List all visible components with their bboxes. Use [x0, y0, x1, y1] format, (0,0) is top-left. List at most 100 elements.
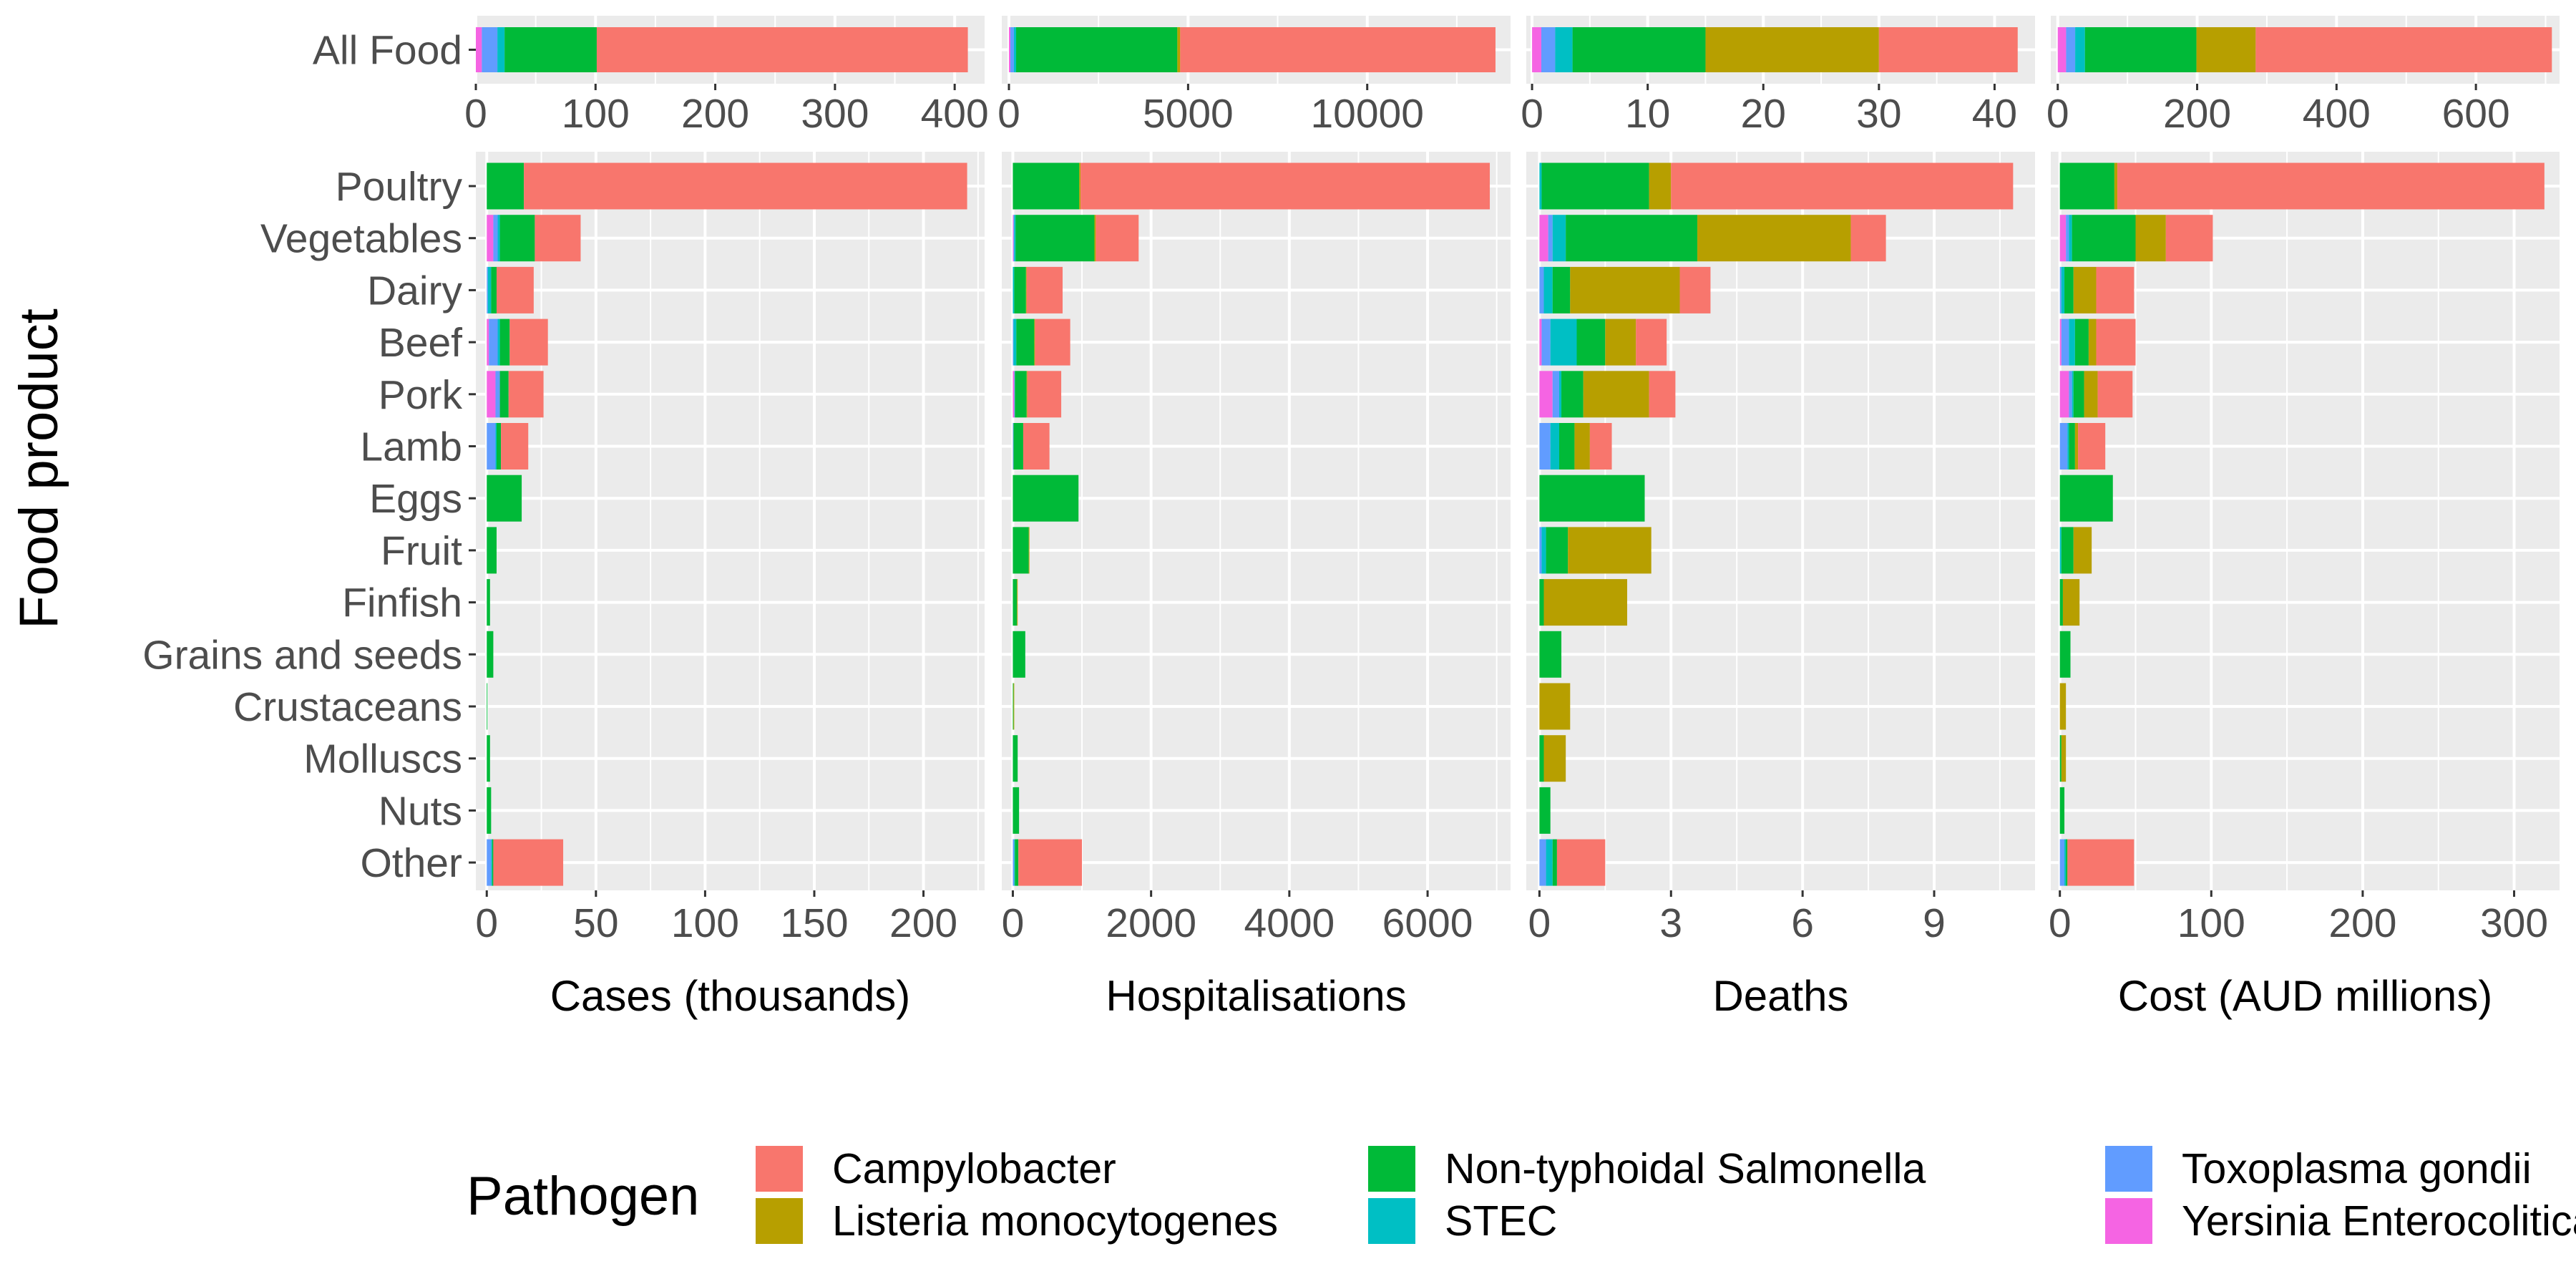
- bar-pork-toxoplasma-gondii: [495, 371, 500, 418]
- facet-all-food-hospitalisations-x-tick-label: 5000: [1143, 91, 1234, 137]
- y-tick-label-lamb: Lamb: [360, 424, 462, 470]
- facet-all-food-cases-thousands-x-tick-label: 100: [562, 91, 630, 137]
- bar-vegetables-campylobacter: [2165, 215, 2213, 262]
- bar-lamb-toxoplasma-gondii: [487, 423, 496, 470]
- bar-pork-campylobacter: [508, 371, 544, 418]
- facet-products-cost-aud-millions: 0 100 200 300: [2049, 152, 2560, 946]
- bar-vegetables-toxoplasma-gondii: [1013, 215, 1015, 262]
- bar-dairy-toxoplasma-gondii: [487, 266, 488, 313]
- bar-pork-campylobacter: [1649, 371, 1676, 418]
- bar-pork-campylobacter: [2097, 371, 2133, 418]
- bar-finfish-non-typhoidal-salmonella: [487, 579, 490, 626]
- bar-other-toxoplasma-gondii: [2059, 839, 2065, 886]
- bar-dairy-listeria-monocytogenes: [1570, 266, 1680, 313]
- bar-all-food-listeria-monocytogenes: [1705, 27, 1879, 72]
- bar-poultry-campylobacter: [1671, 162, 2014, 210]
- x-axis-title-hospitalisations: Hospitalisations: [1106, 972, 1406, 1020]
- y-tick-label-poultry: Poultry: [336, 164, 463, 210]
- bar-all-food-campylobacter: [596, 27, 968, 72]
- bar-eggs-non-typhoidal-salmonella: [1539, 475, 1645, 522]
- y-tick-label-fruit: Fruit: [381, 528, 462, 574]
- x-axis-title-cases-thousands: Cases (thousands): [550, 972, 911, 1020]
- facet-all-food-cases-thousands-x-tick-label: 0: [464, 91, 487, 137]
- bar-poultry-non-typhoidal-salmonella: [487, 162, 525, 210]
- bar-molluscs-non-typhoidal-salmonella: [487, 735, 490, 782]
- bar-finfish-listeria-monocytogenes: [2062, 579, 2080, 626]
- legend: Pathogen Campylobacter Non-typhoidal Salm…: [467, 1144, 2576, 1245]
- bar-pork-stec: [1558, 371, 1562, 418]
- bar-beef-yersinia-enterocolitica: [1539, 318, 1542, 366]
- bar-pork-stec: [2072, 371, 2074, 418]
- bar-fruit-stec: [1541, 527, 1546, 574]
- bar-dairy-campylobacter: [1026, 266, 1063, 313]
- bar-fruit-non-typhoidal-salmonella: [1013, 527, 1029, 574]
- facet-products-hospitalisations-x-tick-label: 4000: [1244, 900, 1335, 946]
- bar-lamb-toxoplasma-gondii: [2059, 423, 2068, 470]
- bar-pork-non-typhoidal-salmonella: [2073, 371, 2084, 418]
- y-axis-title: Food product: [9, 308, 69, 629]
- bar-fruit-non-typhoidal-salmonella: [2061, 527, 2074, 574]
- bar-vegetables-non-typhoidal-salmonella: [2072, 215, 2136, 262]
- bar-all-food-non-typhoidal-salmonella: [504, 27, 597, 72]
- bar-beef-non-typhoidal-salmonella: [1016, 318, 1035, 366]
- bar-other-campylobacter: [493, 839, 564, 886]
- bar-vegetables-stec: [1014, 215, 1016, 262]
- facet-all-food-cost-aud-millions-x-tick-label: 200: [2163, 91, 2231, 137]
- bar-poultry-campylobacter: [1080, 162, 1491, 210]
- legend-label-listeria-monocytogenes: Listeria monocytogenes: [832, 1197, 1278, 1245]
- bar-vegetables-campylobacter: [535, 215, 581, 262]
- y-tick-label-grains-and-seeds: Grains and seeds: [142, 632, 462, 678]
- bar-eggs-non-typhoidal-salmonella: [2059, 475, 2113, 522]
- bar-vegetables-stec: [1552, 215, 1566, 262]
- facet-products-cost-aud-millions-background: [2051, 152, 2560, 890]
- facet-products-cases-thousands-x-tick-label: 150: [780, 900, 848, 946]
- bar-all-food-toxoplasma-gondii: [482, 27, 498, 72]
- bar-nuts-non-typhoidal-salmonella: [2059, 787, 2065, 834]
- bar-dairy-non-typhoidal-salmonella: [2064, 266, 2074, 313]
- bar-dairy-stec: [2061, 266, 2065, 313]
- bar-grains-and-seeds-non-typhoidal-salmonella: [487, 631, 494, 678]
- bar-beef-stec: [1013, 318, 1017, 366]
- facet-all-food-hospitalisations-x-tick-label: 10000: [1310, 91, 1424, 137]
- facet-products-cases-thousands-x-tick-label: 100: [671, 900, 739, 946]
- bar-poultry-listeria-monocytogenes: [2114, 162, 2118, 210]
- bar-pork-yersinia-enterocolitica: [1539, 371, 1553, 418]
- bar-finfish-listeria-monocytogenes: [1017, 579, 1018, 626]
- bar-molluscs-listeria-monocytogenes: [1543, 735, 1566, 782]
- y-tick-label-other: Other: [360, 840, 462, 886]
- bar-lamb-listeria-monocytogenes: [2074, 423, 2079, 470]
- bar-dairy-campylobacter: [2096, 266, 2135, 313]
- bar-all-food-yersinia-enterocolitica: [476, 27, 482, 72]
- facet-all-food-cases-thousands-x-tick-label: 200: [681, 91, 749, 137]
- facet-all-food-deaths-x-tick-label: 30: [1856, 91, 1901, 137]
- bar-fruit-stec: [2059, 527, 2062, 574]
- bar-molluscs-non-typhoidal-salmonella: [1013, 735, 1018, 782]
- bar-pork-toxoplasma-gondii: [1552, 371, 1559, 418]
- bar-beef-non-typhoidal-salmonella: [2074, 318, 2089, 366]
- bar-other-campylobacter: [2067, 839, 2135, 886]
- bar-dairy-campylobacter: [1679, 266, 1711, 313]
- bar-all-food-non-typhoidal-salmonella: [1016, 27, 1178, 72]
- bar-beef-campylobacter: [509, 318, 548, 366]
- bar-beef-campylobacter: [2096, 318, 2136, 366]
- bar-grains-and-seeds-non-typhoidal-salmonella: [2059, 631, 2071, 678]
- facet-all-food-cases-thousands-x-tick-label: 400: [921, 91, 989, 137]
- bar-beef-toxoplasma-gondii: [489, 318, 498, 366]
- facet-products-cost-aud-millions-x-tick-label: 100: [2177, 900, 2245, 946]
- legend-label-yersinia-enterocolitica: Yersinia Enterocolitica: [2182, 1197, 2576, 1245]
- bar-beef-campylobacter: [1035, 318, 1070, 366]
- bar-eggs-non-typhoidal-salmonella: [487, 475, 522, 522]
- bar-vegetables-campylobacter: [1096, 215, 1139, 262]
- bar-crustaceans-listeria-monocytogenes: [1539, 683, 1571, 730]
- facet-products-cost-aud-millions-x-tick-label: 200: [2328, 900, 2396, 946]
- bar-other-non-typhoidal-salmonella: [1015, 839, 1019, 886]
- bar-eggs-non-typhoidal-salmonella: [1013, 475, 1079, 522]
- bar-poultry-non-typhoidal-salmonella: [1541, 162, 1649, 210]
- facet-all-food-deaths: 0 10 20 30 40: [1521, 16, 2035, 137]
- bar-fruit-non-typhoidal-salmonella: [487, 527, 497, 574]
- bar-other-non-typhoidal-salmonella: [492, 839, 494, 886]
- bar-poultry-campylobacter: [2117, 162, 2545, 210]
- bar-dairy-toxoplasma-gondii: [1539, 266, 1544, 313]
- bar-dairy-non-typhoidal-salmonella: [491, 266, 497, 313]
- bar-beef-non-typhoidal-salmonella: [499, 318, 510, 366]
